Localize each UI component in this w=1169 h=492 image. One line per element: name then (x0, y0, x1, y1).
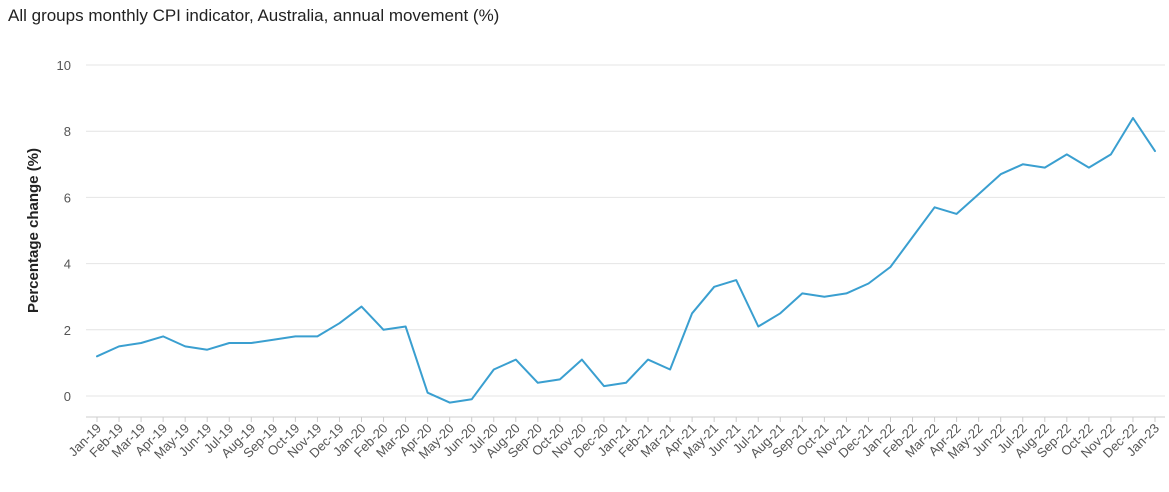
y-tick-label: 0 (64, 389, 71, 404)
y-axis-title: Percentage change (%) (25, 148, 42, 313)
y-tick-label: 2 (64, 323, 71, 338)
x-tick-labels: Jan-19Feb-19Mar-19Apr-19May-19Jun-19Jul-… (65, 417, 1162, 462)
grid-lines (86, 64, 1165, 418)
y-tick-label: 4 (64, 257, 71, 272)
chart-title: All groups monthly CPI indicator, Austra… (8, 6, 500, 25)
y-tick-label: 6 (64, 190, 71, 205)
y-tick-label: 8 (64, 124, 71, 139)
series-layer (96, 117, 1156, 404)
series-line-0 (96, 117, 1156, 404)
y-tick-labels: 0 2 4 6 8 10 (57, 58, 71, 404)
y-tick-label: 10 (57, 58, 71, 73)
